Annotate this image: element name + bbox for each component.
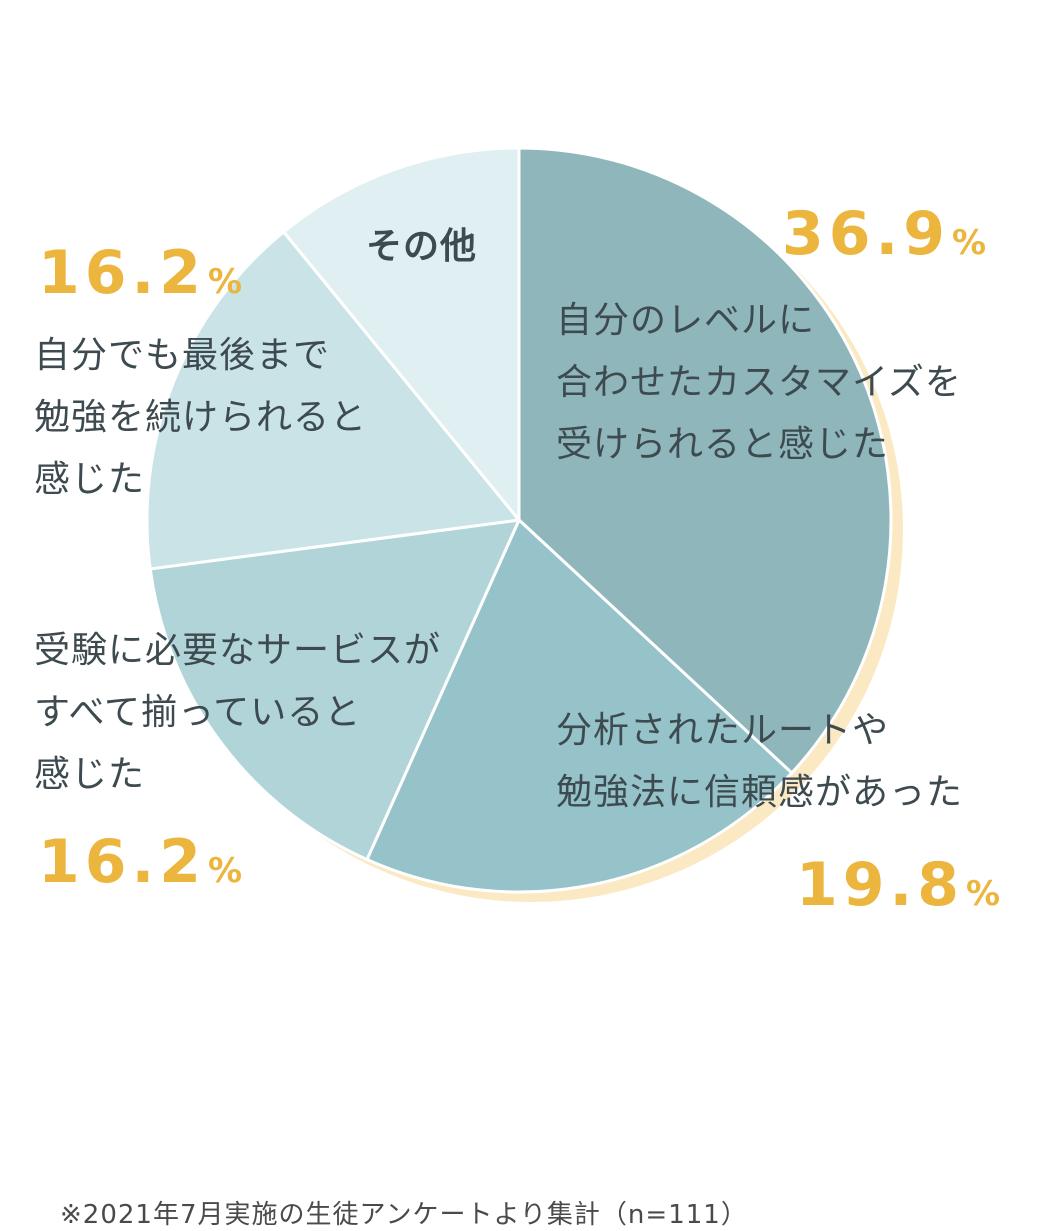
pie-slices <box>145 146 893 894</box>
label-other: その他 <box>366 226 478 267</box>
pie-slice-3 <box>148 518 521 862</box>
label-continue: 自分でも最後まで 勉強を続けられると 感じた <box>34 335 368 500</box>
pie-slice-1 <box>517 146 893 775</box>
label-services: 受験に必要なサービスが すべて揃っていると 感じた <box>34 630 442 795</box>
percent-continue: 16.2% <box>38 238 243 308</box>
pie-slice-2 <box>365 518 794 894</box>
pie-slice-4 <box>145 230 521 571</box>
label-customize: 自分のレベルに 合わせたカスタマイズを 受けられると感じた <box>556 300 962 465</box>
pie-slice-5 <box>282 146 521 522</box>
percent-customize: 36.9% <box>782 199 987 269</box>
percent-trust: 19.8% <box>796 850 1001 920</box>
footnote: ※2021年7月実施の生徒アンケートより集計（n=111） <box>60 1200 748 1230</box>
percent-services: 16.2% <box>38 827 243 897</box>
label-trust: 分析されたルートや 勉強法に信頼感があった <box>556 710 964 813</box>
